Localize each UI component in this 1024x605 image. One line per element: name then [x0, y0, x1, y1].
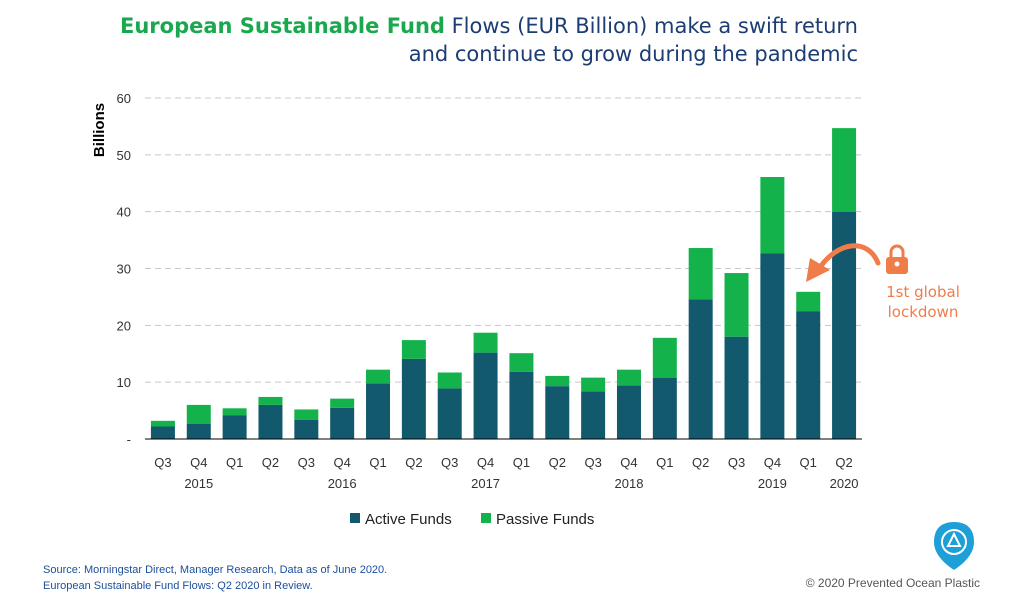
x-tick-label: Q1	[369, 455, 386, 470]
bar-passive	[150, 420, 175, 427]
annotation-line-2: lockdown	[888, 303, 959, 321]
y-tick-label: 20	[117, 318, 131, 333]
x-year-label: 2020	[830, 476, 859, 491]
bar-passive	[294, 409, 319, 420]
x-tick-label: Q3	[728, 455, 745, 470]
bar-passive	[796, 291, 821, 312]
bar-passive	[473, 332, 498, 353]
bar-active	[724, 336, 749, 439]
y-tick-label: 10	[117, 375, 131, 390]
legend-label-passive: Passive Funds	[496, 511, 594, 528]
bar-passive	[437, 372, 462, 389]
x-year-label: 2016	[328, 476, 357, 491]
x-tick-label: Q1	[656, 455, 673, 470]
bar-passive	[258, 396, 283, 405]
legend-label-active: Active Funds	[365, 511, 452, 528]
x-tick-label: Q2	[262, 455, 279, 470]
x-tick-label: Q1	[800, 455, 817, 470]
source-line-2: European Sustainable Fund Flows: Q2 2020…	[43, 580, 313, 592]
bar-active	[796, 311, 821, 439]
legend-swatch-passive	[481, 513, 491, 523]
copyright-text: © 2020 Prevented Ocean Plastic	[805, 576, 980, 590]
bar-passive	[186, 404, 211, 424]
bar-passive	[581, 377, 606, 392]
bar-passive	[366, 369, 391, 384]
y-tick-label: 40	[117, 205, 131, 220]
bar-active	[366, 383, 391, 439]
x-tick-label: Q2	[405, 455, 422, 470]
x-year-label: 2019	[758, 476, 787, 491]
bar-active	[616, 385, 641, 439]
x-tick-label: Q4	[620, 455, 637, 470]
bar-active	[760, 253, 785, 439]
bar-active	[222, 415, 247, 439]
lock-icon	[886, 244, 908, 274]
bar-passive	[832, 128, 857, 212]
bar-passive	[616, 369, 641, 386]
title-highlight: European Sustainable Fund	[120, 14, 445, 38]
grid-lines	[145, 97, 862, 383]
chart-title: European Sustainable Fund Flows (EUR Bil…	[120, 12, 858, 68]
y-tick-label: 50	[117, 148, 131, 163]
y-tick-label: -	[127, 432, 131, 447]
bar-active	[545, 386, 570, 439]
x-tick-label: Q1	[226, 455, 243, 470]
x-tick-label: Q3	[298, 455, 315, 470]
bar-passive	[330, 398, 355, 408]
x-year-label: 2015	[184, 476, 213, 491]
title-line1-rest: Flows (EUR Billion) make a swift return	[444, 14, 858, 38]
bar-active	[652, 377, 677, 439]
x-tick-label: Q2	[835, 455, 852, 470]
title-line-1: European Sustainable Fund Flows (EUR Bil…	[120, 12, 858, 40]
bar-passive	[545, 375, 570, 387]
x-axis-ticks: Q3 Q4 Q1 Q2 Q3 Q4 Q1 Q2 Q3 Q4 Q1 Q2 Q3 Q4 Q1 Q2 Q3 Q4 Q1 Q2…	[154, 455, 858, 491]
bars	[150, 128, 857, 439]
x-year-label: 2017	[471, 476, 500, 491]
x-tick-label: Q4	[334, 455, 351, 470]
bar-passive	[760, 176, 785, 254]
x-tick-label: Q1	[513, 455, 530, 470]
bar-passive	[688, 248, 713, 300]
arrow-head-icon	[806, 258, 830, 282]
lockdown-annotation: 1st global lockdown	[806, 243, 960, 321]
curved-arrow-icon	[815, 243, 881, 273]
bar-active	[688, 299, 713, 439]
bar-passive	[652, 337, 677, 378]
bar-active	[581, 391, 606, 439]
bar-active	[330, 407, 355, 439]
source-note: Source: Morningstar Direct, Manager Rese…	[43, 562, 387, 594]
x-tick-label: Q2	[549, 455, 566, 470]
bar-passive	[724, 273, 749, 337]
x-year-label: 2018	[615, 476, 644, 491]
bar-passive	[222, 408, 247, 416]
source-line-1: Source: Morningstar Direct, Manager Rese…	[43, 564, 388, 576]
x-tick-label: Q4	[190, 455, 207, 470]
bar-active	[258, 404, 283, 439]
legend: Active Funds Passive Funds	[350, 511, 594, 528]
bar-active	[509, 371, 534, 439]
y-axis-ticks: - 10 20 30 40 50 60	[117, 91, 131, 447]
y-axis-label: Billions	[91, 103, 108, 157]
x-tick-label: Q4	[764, 455, 781, 470]
bar-active	[473, 352, 498, 439]
x-tick-label: Q2	[692, 455, 709, 470]
y-tick-label: 30	[117, 262, 131, 277]
bar-active	[186, 423, 211, 439]
x-tick-label: Q3	[584, 455, 601, 470]
prevented-ocean-plastic-logo-icon	[934, 522, 974, 570]
bar-passive	[509, 353, 534, 372]
legend-swatch-active	[350, 513, 360, 523]
x-tick-label: Q3	[154, 455, 171, 470]
bar-active	[294, 419, 319, 439]
annotation-line-1: 1st global	[886, 283, 960, 301]
bar-active	[150, 426, 175, 439]
title-line-2: and continue to grow during the pandemic	[408, 42, 858, 66]
bar-active	[401, 358, 426, 439]
x-tick-label: Q3	[441, 455, 458, 470]
bar-passive	[401, 340, 426, 359]
bar-active	[437, 388, 462, 439]
y-tick-label: 60	[117, 91, 131, 106]
x-tick-label: Q4	[477, 455, 494, 470]
